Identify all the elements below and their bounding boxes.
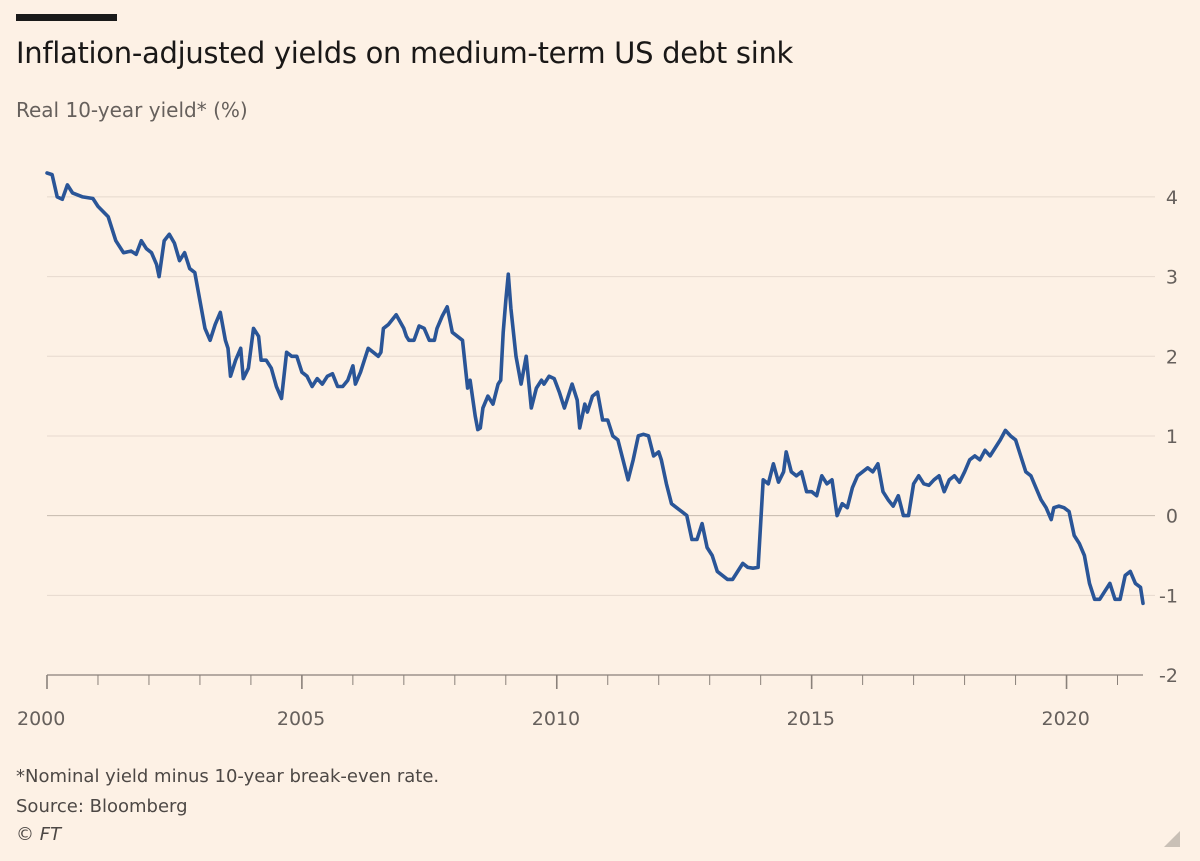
y-tick-label: -1 bbox=[1159, 585, 1178, 607]
resize-handle-icon[interactable] bbox=[1164, 831, 1180, 847]
source-note: Source: Bloomberg bbox=[16, 796, 188, 817]
footnote: *Nominal yield minus 10-year break-even … bbox=[16, 766, 440, 787]
series-layer bbox=[45, 171, 1145, 606]
y-tick-label: 2 bbox=[1166, 346, 1178, 368]
y-tick-label: 0 bbox=[1166, 506, 1178, 528]
grid-lines bbox=[47, 196, 1155, 596]
y-tick-label: 4 bbox=[1166, 187, 1178, 209]
x-tick-label: 2010 bbox=[532, 708, 580, 730]
y-axis-tick-labels: -2 -1 0 1 2 3 4 bbox=[1159, 187, 1178, 687]
x-tick-label: 2020 bbox=[1042, 708, 1090, 730]
y-tick-label: -2 bbox=[1159, 665, 1178, 687]
x-axis: 2000 2005 2010 2015 2020 bbox=[17, 674, 1143, 730]
ft-brand-bar bbox=[16, 14, 117, 21]
y-tick-label: 3 bbox=[1166, 267, 1178, 289]
chart-subtitle: Real 10-year yield* (%) bbox=[16, 98, 248, 122]
y-tick-label: 1 bbox=[1166, 426, 1178, 448]
chart-title: Inflation-adjusted yields on medium-term… bbox=[16, 36, 794, 70]
copyright-note: © FT bbox=[16, 824, 62, 845]
x-tick-label: 2015 bbox=[787, 708, 835, 730]
series-line-0 bbox=[45, 171, 1145, 606]
x-tick-label: 2005 bbox=[277, 708, 325, 730]
x-tick-label: 2000 bbox=[17, 708, 65, 730]
